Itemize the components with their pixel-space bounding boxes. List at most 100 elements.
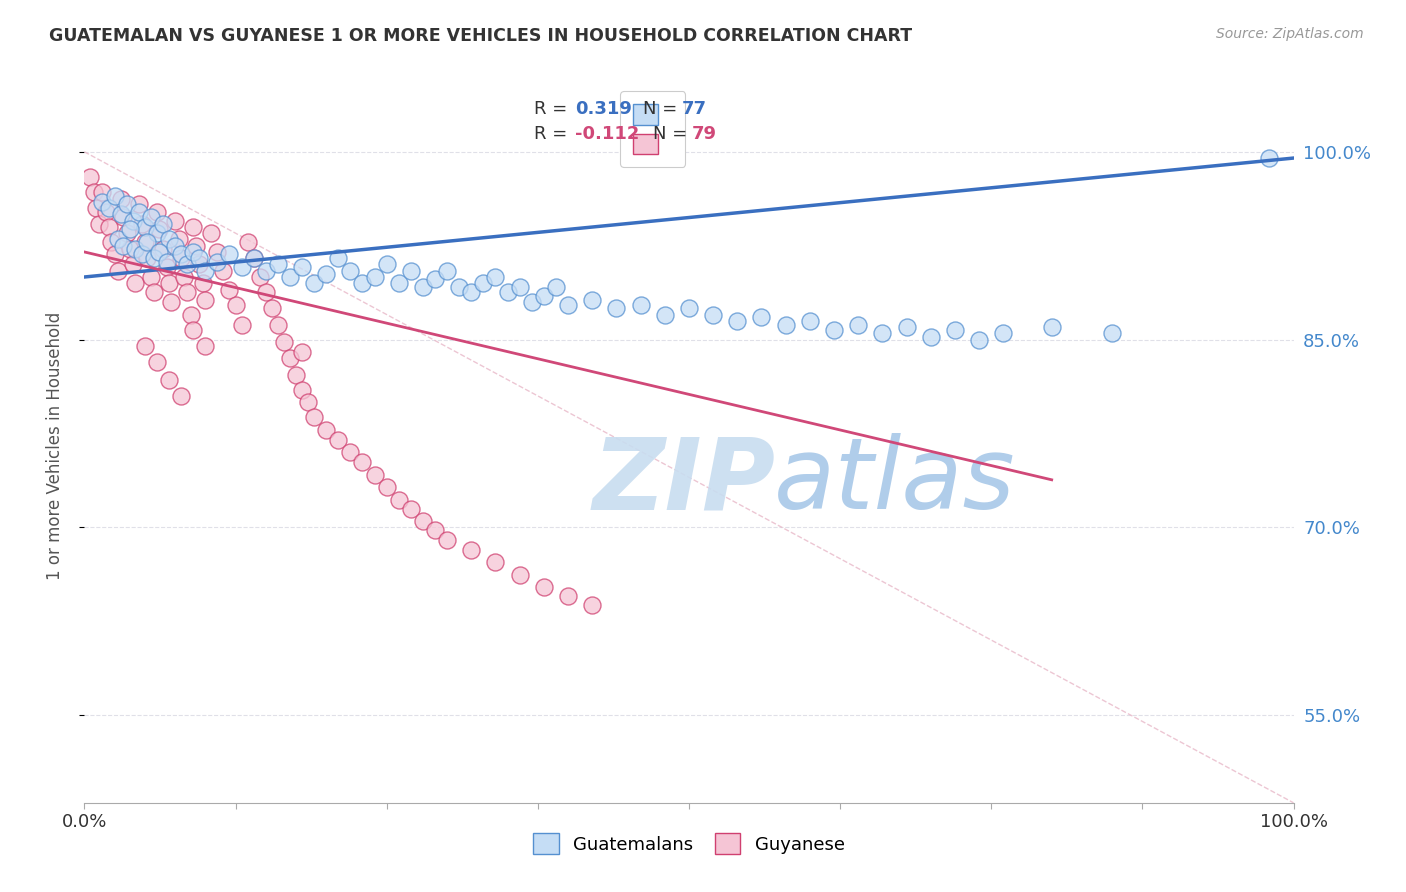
Point	[110, 207, 132, 221]
Point	[181, 244, 204, 259]
Point	[436, 533, 458, 547]
Point	[920, 330, 942, 344]
Point	[170, 251, 193, 265]
Text: 0.319: 0.319	[575, 100, 633, 118]
Point	[104, 247, 127, 261]
Point	[775, 318, 797, 332]
Point	[260, 301, 283, 316]
Point	[143, 251, 166, 265]
Point	[79, 169, 101, 184]
Point	[124, 277, 146, 291]
Point	[91, 194, 114, 209]
Point	[120, 222, 142, 236]
Point	[146, 205, 169, 219]
Point	[87, 218, 110, 232]
Text: atlas: atlas	[773, 434, 1015, 530]
Text: GUATEMALAN VS GUYANESE 1 OR MORE VEHICLES IN HOUSEHOLD CORRELATION CHART: GUATEMALAN VS GUYANESE 1 OR MORE VEHICLE…	[49, 27, 912, 45]
Point	[200, 226, 222, 240]
Point	[249, 270, 271, 285]
Point	[751, 310, 773, 324]
Point	[121, 213, 143, 227]
Point	[823, 322, 845, 336]
Point	[157, 277, 180, 291]
Point	[484, 270, 506, 285]
Point	[846, 318, 869, 332]
Point	[993, 326, 1015, 341]
Point	[375, 257, 398, 271]
Point	[678, 301, 700, 316]
Text: ZIP: ZIP	[592, 434, 775, 530]
Point	[278, 351, 301, 366]
Point	[1040, 320, 1063, 334]
Point	[291, 345, 314, 359]
Point	[83, 185, 105, 199]
Point	[496, 285, 519, 299]
Point	[352, 455, 374, 469]
Point	[146, 226, 169, 240]
Point	[110, 193, 132, 207]
Point	[484, 556, 506, 570]
Point	[124, 243, 146, 257]
Point	[218, 247, 240, 261]
Point	[112, 210, 135, 224]
Text: Source: ZipAtlas.com: Source: ZipAtlas.com	[1216, 27, 1364, 41]
Point	[231, 318, 253, 332]
Point	[104, 188, 127, 202]
Point	[170, 247, 193, 261]
Point	[120, 243, 142, 257]
Point	[160, 295, 183, 310]
Point	[165, 213, 187, 227]
Point	[148, 244, 170, 259]
Text: -0.112: -0.112	[575, 125, 640, 143]
Point	[460, 285, 482, 299]
Point	[194, 264, 217, 278]
Point	[449, 280, 471, 294]
Point	[121, 257, 143, 271]
Point	[1101, 326, 1123, 341]
Point	[399, 501, 422, 516]
Point	[605, 301, 627, 316]
Point	[128, 205, 150, 219]
Point	[136, 251, 159, 265]
Point	[967, 333, 990, 347]
Point	[100, 235, 122, 249]
Point	[291, 260, 314, 274]
Point	[267, 257, 290, 271]
Point	[86, 201, 108, 215]
Point	[388, 492, 411, 507]
Point	[167, 232, 190, 246]
Point	[284, 368, 308, 382]
Point	[423, 523, 446, 537]
Point	[115, 226, 138, 240]
Point	[207, 255, 229, 269]
Point	[91, 185, 114, 199]
Point	[352, 277, 374, 291]
Text: R =: R =	[534, 125, 574, 143]
Text: N =: N =	[643, 100, 683, 118]
Point	[533, 581, 555, 595]
Point	[170, 389, 193, 403]
Text: 79: 79	[692, 125, 717, 143]
Point	[363, 467, 385, 482]
Point	[136, 235, 159, 249]
Point	[152, 218, 174, 232]
Point	[509, 568, 531, 582]
Point	[297, 395, 319, 409]
Point	[254, 264, 277, 278]
Point	[131, 218, 153, 232]
Point	[654, 308, 676, 322]
Point	[460, 542, 482, 557]
Point	[702, 308, 724, 322]
Point	[225, 297, 247, 311]
Point	[363, 270, 385, 285]
Point	[107, 264, 129, 278]
Point	[173, 270, 195, 285]
Point	[152, 243, 174, 257]
Point	[157, 373, 180, 387]
Point	[191, 277, 214, 291]
Point	[194, 339, 217, 353]
Point	[131, 247, 153, 261]
Point	[207, 244, 229, 259]
Point	[97, 201, 120, 215]
Point	[184, 238, 207, 252]
